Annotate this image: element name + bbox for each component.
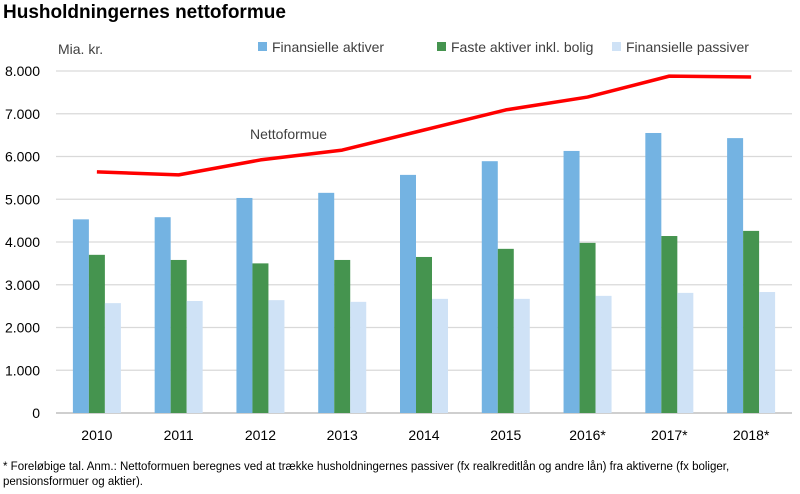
legend-swatch (258, 42, 267, 51)
x-tick-label: 2012 (245, 427, 276, 443)
chart: 0 1.000 2.000 3.000 4.000 5.000 6.000 7.000 8.00… (5, 39, 792, 443)
bar-finansielle-aktiver-2018* (727, 138, 744, 413)
bar-finansielle-passiver-2014 (432, 298, 448, 413)
bar-finansielle-passiver-2012 (268, 300, 285, 413)
x-tick-label: 2013 (327, 427, 358, 443)
legend-label: Finansielle aktiver (272, 39, 384, 55)
y-tick-label: 1.000 (5, 362, 40, 378)
bar-finansielle-aktiver-2014 (400, 174, 416, 413)
bar-finansielle-passiver-2013 (350, 301, 367, 413)
bar-faste-aktiver-inkl-bolig-2010 (88, 254, 105, 413)
bar-finansielle-aktiver-2015 (481, 161, 498, 413)
legend-swatch (437, 42, 446, 51)
y-tick-label: 4.000 (5, 234, 40, 250)
y-tick-label: 6.000 (5, 149, 40, 165)
y-tick-label: 3.000 (5, 277, 40, 293)
chart-title: Husholdningernes nettoformue (3, 2, 286, 23)
legend-label: Faste aktiver inkl. bolig (451, 39, 593, 55)
bar-faste-aktiver-inkl-bolig-2018* (743, 230, 760, 413)
x-tick-label: 2017* (651, 427, 688, 443)
x-tick-label: 2010 (81, 427, 112, 443)
bar-finansielle-passiver-2010 (104, 303, 121, 413)
bar-finansielle-aktiver-2016* (563, 150, 580, 413)
bar-finansielle-aktiver-2012 (236, 197, 253, 413)
y-tick-label: 5.000 (5, 191, 40, 207)
bar-finansielle-passiver-2015 (513, 298, 530, 413)
bar-faste-aktiver-inkl-bolig-2015 (497, 248, 514, 413)
bar-finansielle-aktiver-2017* (645, 132, 662, 414)
bar-faste-aktiver-inkl-bolig-2011 (170, 259, 187, 413)
bar-faste-aktiver-inkl-bolig-2012 (252, 263, 269, 413)
legend-swatch (612, 42, 621, 51)
bar-faste-aktiver-inkl-bolig-2016* (579, 242, 596, 413)
x-tick-label: 2016* (569, 427, 606, 443)
y-tick-label: 8.000 (5, 63, 40, 79)
y-tick-label: 2.000 (5, 320, 40, 336)
footnote: * Foreløbige tal. Anm.: Nettoformuen ber… (3, 461, 730, 488)
bar-finansielle-aktiver-2013 (318, 192, 335, 413)
bar-finansielle-passiver-2016* (595, 295, 612, 413)
y-tick-label: 0 (32, 405, 40, 421)
line-label: Nettoformue (250, 126, 327, 142)
bar-faste-aktiver-inkl-bolig-2014 (416, 256, 432, 413)
bar-faste-aktiver-inkl-bolig-2017* (661, 236, 678, 413)
x-tick-label: 2011 (164, 427, 194, 443)
bar-finansielle-aktiver-2011 (154, 217, 171, 413)
x-tick-label: 2018* (733, 427, 770, 443)
y-axis-label: Mia. kr. (58, 41, 103, 57)
x-tick-label: 2014 (408, 427, 439, 443)
y-tick-label: 7.000 (5, 106, 40, 122)
bar-finansielle-passiver-2018* (759, 292, 776, 413)
bar-finansielle-aktiver-2010 (72, 219, 89, 413)
bar-finansielle-passiver-2017* (677, 292, 694, 413)
bar-finansielle-passiver-2011 (186, 300, 203, 413)
bar-faste-aktiver-inkl-bolig-2013 (334, 259, 351, 413)
legend-label: Finansielle passiver (626, 39, 749, 55)
x-tick-label: 2015 (490, 427, 521, 443)
